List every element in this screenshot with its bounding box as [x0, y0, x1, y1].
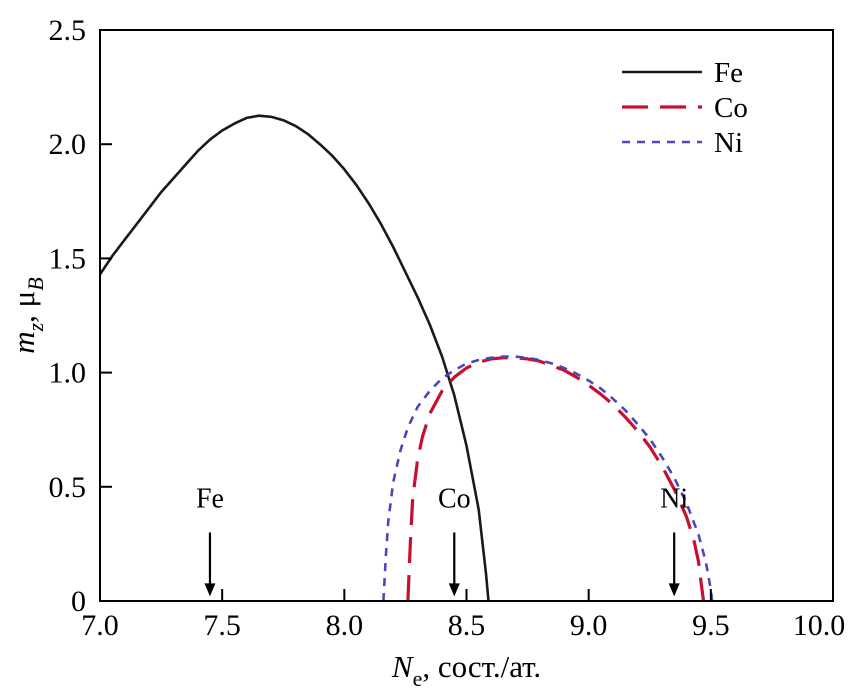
x-axis: 7.0 7.5 8.0 8.5 9.0 9.5 10.0 — [81, 589, 845, 642]
x-axis-label: Ne, сост./ат. — [391, 649, 541, 691]
legend-label-Ni: Ni — [714, 127, 743, 159]
x-tick-label: 8.5 — [448, 609, 486, 642]
annotation-label: Ni — [660, 483, 688, 514]
series-Co — [406, 356, 706, 602]
legend-label-Fe: Fe — [714, 57, 743, 89]
y-tick-label: 0.5 — [49, 471, 87, 504]
annotation-arrow-head — [204, 583, 216, 597]
series-Fe — [99, 114, 490, 602]
annotation-arrow-head — [668, 583, 680, 597]
series-Ni — [382, 355, 714, 602]
y-axis: 0 0.5 1.0 1.5 2.0 2.5 — [49, 14, 112, 618]
y-tick-label: 0 — [71, 585, 86, 618]
annotation-Ni: Ni — [660, 483, 688, 597]
annotation-Fe: Fe — [196, 483, 224, 597]
annotation-label: Co — [438, 483, 471, 514]
y-axis-label: mz, μB — [6, 277, 48, 354]
x-tick-label: 9.0 — [570, 609, 608, 642]
x-tick-label: 9.5 — [692, 609, 730, 642]
series-group — [99, 114, 714, 602]
x-tick-label: 10.0 — [793, 609, 846, 642]
legend-label-Co: Co — [714, 92, 748, 124]
y-tick-label: 2.5 — [49, 14, 87, 47]
y-tick-label: 1.0 — [49, 357, 87, 390]
y-tick-label: 2.0 — [49, 128, 87, 161]
x-tick-label: 8.0 — [326, 609, 364, 642]
y-tick-label: 1.5 — [49, 242, 87, 275]
x-tick-label: 7.0 — [81, 609, 119, 642]
annotation-Co: Co — [438, 483, 471, 597]
annotation-label: Fe — [196, 483, 224, 514]
annotation-arrow-head — [448, 583, 460, 597]
x-tick-label: 7.5 — [203, 609, 241, 642]
